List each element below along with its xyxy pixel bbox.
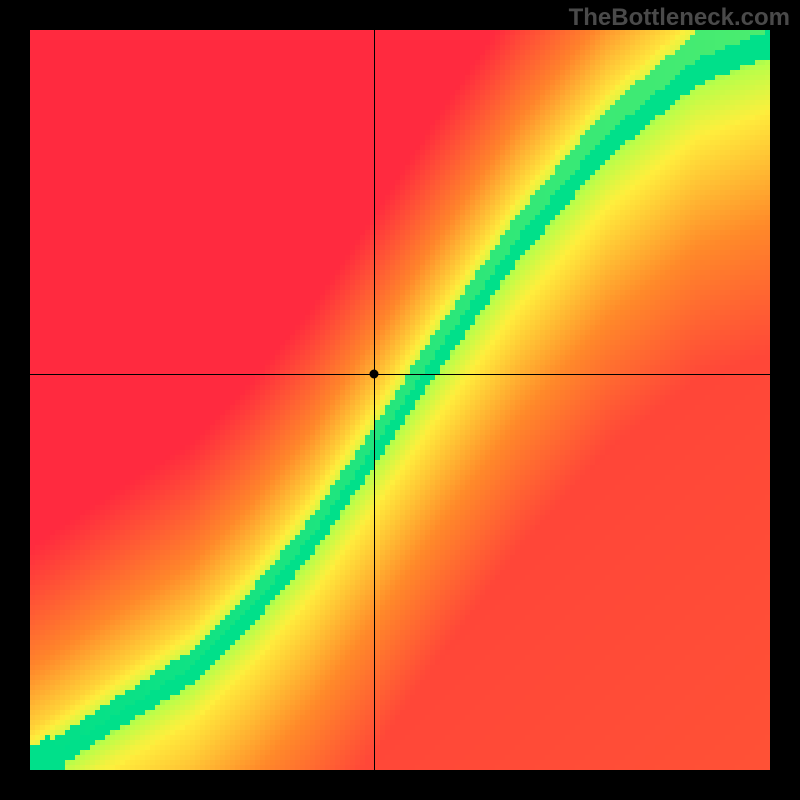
- crosshair-vertical: [374, 30, 375, 770]
- heatmap-canvas: [30, 30, 770, 770]
- marker-dot: [370, 370, 379, 379]
- heatmap-plot: [30, 30, 770, 770]
- crosshair-horizontal: [30, 374, 770, 375]
- watermark-text: TheBottleneck.com: [569, 4, 790, 32]
